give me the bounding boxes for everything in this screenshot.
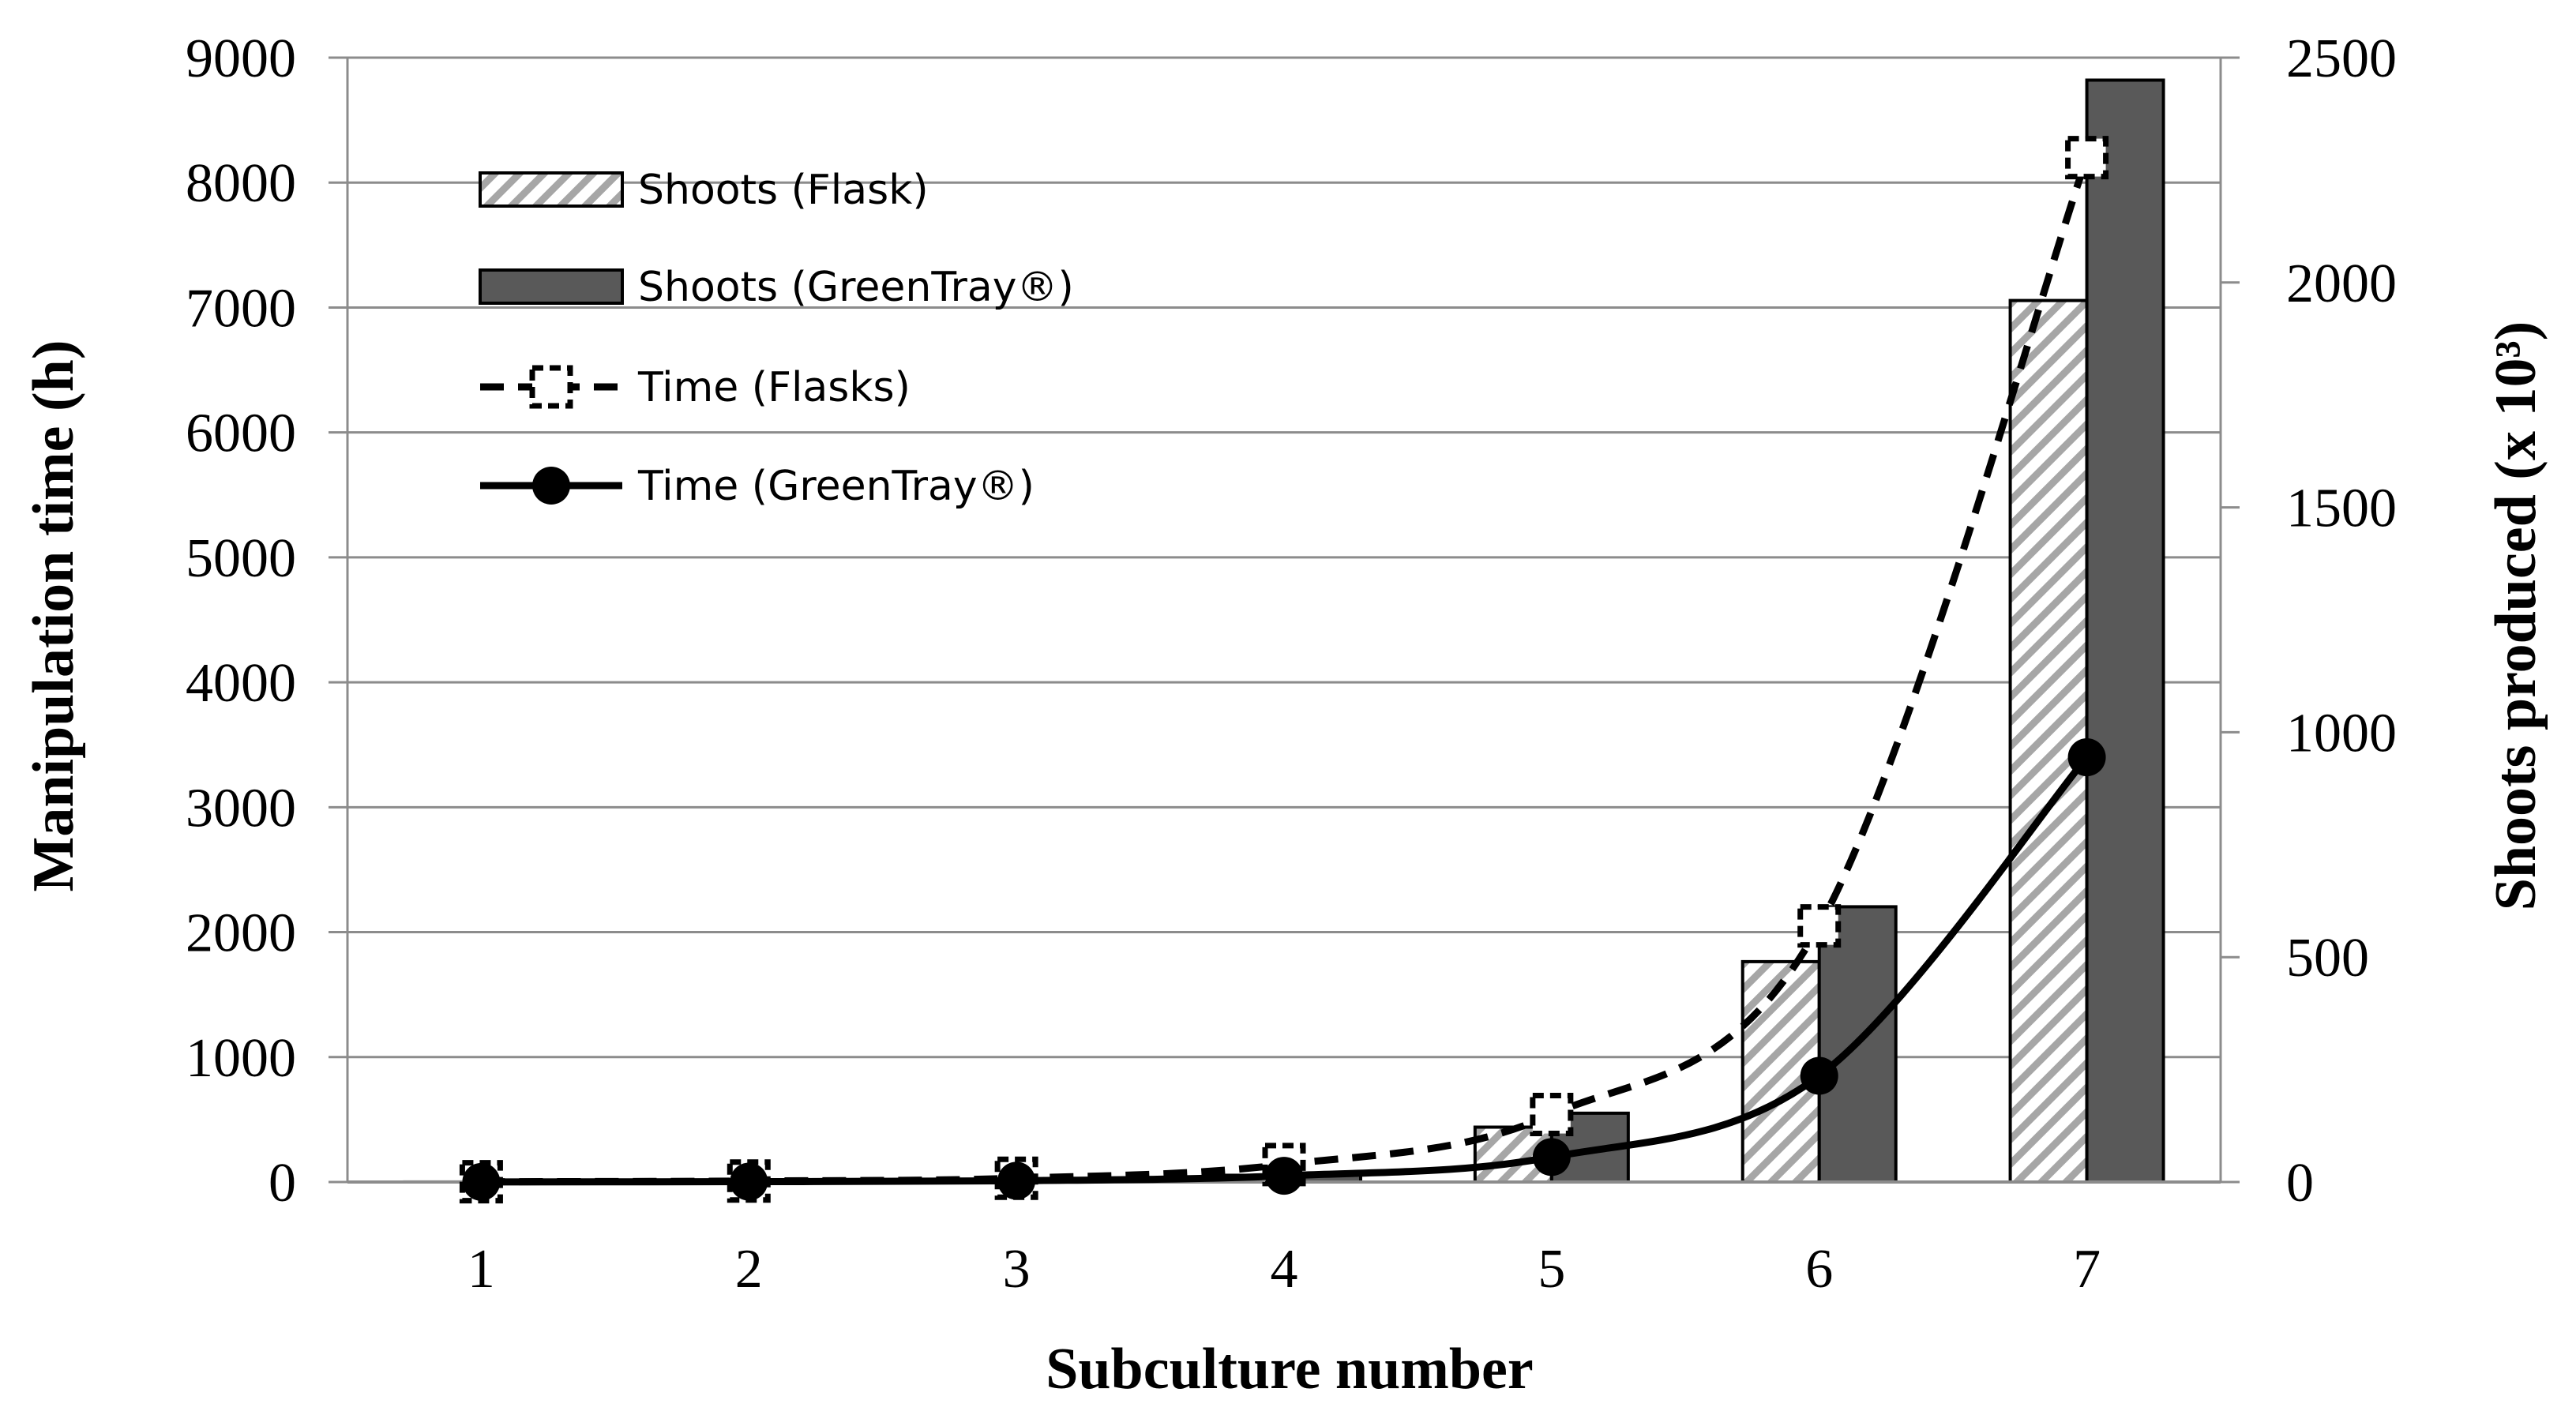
y2-axis-title: Shoots produced (x 10³) [2484, 321, 2548, 911]
axes [329, 58, 2240, 1182]
y2-tick-label: 500 [2286, 928, 2369, 989]
data-point-circle [2068, 738, 2106, 776]
data-point-square [1801, 907, 1838, 945]
x-tick-label: 5 [1538, 1239, 1565, 1300]
y-tick-label: 6000 [186, 403, 296, 464]
x-tick-label: 6 [1805, 1239, 1833, 1300]
y-tick-label: 0 [268, 1153, 296, 1214]
data-point-circle [1801, 1057, 1838, 1095]
x-tick-label: 7 [2073, 1239, 2101, 1300]
x-axis-title: Subculture number [1046, 1337, 1533, 1402]
y-tick-label: 5000 [186, 528, 296, 589]
bar [2087, 80, 2164, 1182]
gridlines [347, 58, 2221, 1057]
legend-marker [532, 467, 570, 505]
y-tick-label: 3000 [186, 778, 296, 839]
data-point-circle [730, 1163, 768, 1201]
y2-tick-label: 2500 [2286, 28, 2397, 89]
bars [404, 80, 2163, 1182]
y-tick-label: 7000 [186, 278, 296, 339]
data-point-square [1533, 1096, 1571, 1134]
x-tick-label: 1 [468, 1239, 495, 1300]
y-tick-label: 2000 [186, 903, 296, 964]
y-tick-label: 9000 [186, 28, 296, 89]
y-axis-title: Manipulation time (h) [21, 340, 86, 892]
y2-tick-label: 2000 [2286, 253, 2397, 314]
legend-swatch [480, 270, 622, 303]
y-tick-label: 4000 [186, 653, 296, 714]
y-tick-label: 1000 [186, 1028, 296, 1089]
legend-swatch [480, 173, 622, 206]
bar [2011, 301, 2087, 1182]
x-tick-label: 4 [1271, 1239, 1298, 1300]
y2-tick-label: 0 [2286, 1153, 2314, 1214]
data-point-circle [1533, 1138, 1571, 1176]
legend: Shoots (Flask) Shoots (GreenTray®) Time (F… [480, 167, 1074, 510]
data-point-square [2068, 139, 2106, 177]
legend-marker [532, 368, 570, 406]
data-point-circle [1265, 1157, 1303, 1195]
legend-label: Shoots (Flask) [638, 167, 929, 214]
data-point-circle [462, 1163, 500, 1201]
legend-label: Time (Flasks) [637, 364, 911, 411]
y2-tick-label: 1500 [2286, 478, 2397, 539]
x-tick-label: 2 [735, 1239, 763, 1300]
x-tick-label: 3 [1003, 1239, 1031, 1300]
legend-label: Shoots (GreenTray®) [638, 264, 1074, 311]
data-point-circle [997, 1161, 1035, 1199]
legend-label: Time (GreenTray®) [637, 463, 1035, 510]
y2-tick-label: 1000 [2286, 703, 2397, 764]
y-tick-label: 8000 [186, 153, 296, 214]
